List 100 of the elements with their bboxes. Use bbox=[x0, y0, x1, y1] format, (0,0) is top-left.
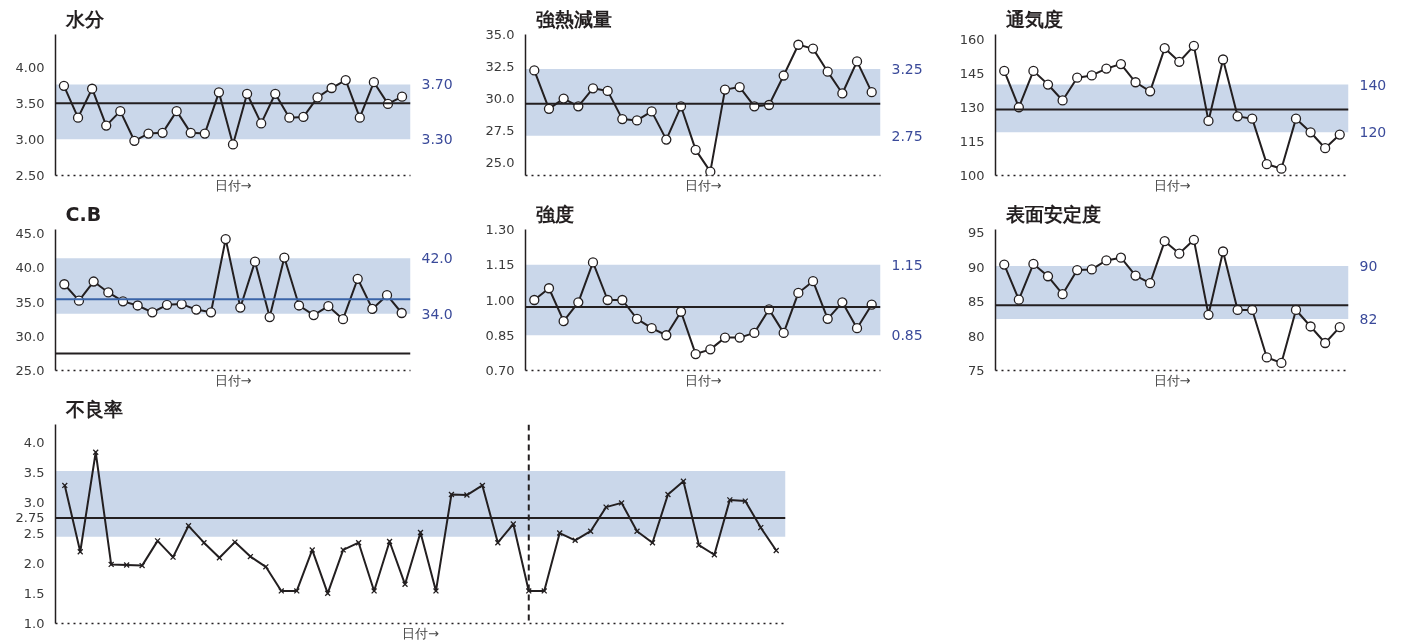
point bbox=[312, 92, 323, 103]
point bbox=[157, 127, 168, 138]
point bbox=[734, 81, 745, 93]
chart-title: 不良率 bbox=[64, 397, 123, 420]
point bbox=[1276, 163, 1287, 174]
point bbox=[572, 537, 579, 544]
y-tick-label: 40.0 bbox=[15, 260, 45, 276]
point bbox=[646, 323, 657, 334]
point bbox=[1247, 113, 1258, 124]
point bbox=[298, 111, 309, 123]
point bbox=[543, 103, 555, 114]
y-tick-label: 1.0 bbox=[23, 616, 45, 631]
point bbox=[851, 56, 863, 67]
point bbox=[587, 83, 599, 94]
text: 3.30 bbox=[421, 131, 453, 148]
point bbox=[147, 307, 158, 318]
point bbox=[309, 546, 316, 554]
point bbox=[199, 128, 210, 139]
point bbox=[279, 252, 290, 263]
point bbox=[541, 587, 548, 595]
chart-title: 強熱減量 bbox=[535, 7, 612, 30]
chart-title: C.B bbox=[65, 202, 102, 225]
point bbox=[101, 120, 112, 131]
text: 42.0 bbox=[421, 250, 453, 267]
point bbox=[200, 539, 208, 546]
point bbox=[284, 112, 295, 123]
point bbox=[749, 327, 760, 339]
point bbox=[1217, 54, 1229, 65]
point bbox=[1057, 95, 1068, 106]
point bbox=[185, 522, 192, 529]
point bbox=[587, 257, 599, 268]
point bbox=[705, 344, 716, 355]
point bbox=[368, 77, 380, 88]
y-tick-label: 30.0 bbox=[15, 328, 45, 344]
chart-title: 水分 bbox=[64, 7, 105, 30]
point bbox=[132, 300, 143, 311]
point bbox=[61, 482, 68, 489]
point bbox=[185, 127, 196, 138]
point bbox=[999, 65, 1010, 77]
y-tick-label: 25.0 bbox=[15, 363, 45, 378]
point bbox=[631, 313, 643, 324]
point bbox=[617, 294, 628, 306]
point bbox=[1174, 56, 1185, 67]
x-axis-title: 日付→ bbox=[214, 177, 252, 193]
y-tick-label: 4.00 bbox=[15, 59, 45, 75]
point bbox=[742, 497, 749, 505]
text: 90 bbox=[1359, 257, 1378, 274]
point bbox=[270, 88, 281, 99]
y-tick-label: 3.0 bbox=[23, 495, 45, 511]
point bbox=[602, 294, 613, 306]
y-tick-label: 30.0 bbox=[485, 91, 515, 107]
point bbox=[213, 87, 225, 98]
point bbox=[719, 84, 731, 95]
point bbox=[169, 554, 177, 561]
point bbox=[1028, 258, 1039, 270]
point bbox=[1101, 255, 1112, 266]
point bbox=[227, 139, 239, 150]
point bbox=[510, 520, 517, 528]
point bbox=[999, 259, 1010, 270]
y-tick-label: 95 bbox=[967, 225, 985, 241]
point bbox=[1276, 357, 1287, 369]
point bbox=[278, 587, 285, 595]
point bbox=[103, 287, 114, 298]
point bbox=[1144, 278, 1156, 289]
point bbox=[851, 323, 863, 334]
point bbox=[822, 313, 833, 324]
point bbox=[1130, 77, 1141, 88]
point bbox=[822, 66, 833, 77]
y-tick-label: 90 bbox=[967, 259, 985, 275]
point bbox=[778, 327, 789, 339]
y-tick-label: 45.0 bbox=[15, 226, 45, 242]
point bbox=[711, 551, 718, 558]
text: 140 bbox=[1359, 76, 1387, 93]
point bbox=[558, 93, 569, 104]
point bbox=[690, 348, 701, 360]
point bbox=[340, 546, 347, 554]
point bbox=[793, 287, 804, 299]
y-tick-label: 115 bbox=[959, 133, 985, 149]
y-tick-label: 160 bbox=[959, 31, 985, 47]
point bbox=[837, 88, 848, 99]
chart-title: 表面安定度 bbox=[1004, 202, 1101, 225]
point bbox=[661, 330, 672, 341]
point bbox=[807, 43, 819, 54]
point bbox=[773, 547, 780, 554]
point bbox=[1130, 270, 1141, 281]
point bbox=[1174, 248, 1185, 259]
point bbox=[757, 524, 764, 531]
point bbox=[1320, 143, 1331, 154]
point bbox=[778, 70, 789, 81]
point bbox=[115, 106, 126, 117]
text: 0.85 bbox=[891, 327, 923, 344]
point bbox=[396, 91, 408, 102]
y-tick-label: 1.15 bbox=[485, 257, 515, 273]
x-axis-title: 日付→ bbox=[214, 372, 252, 388]
y-tick-label: 1.5 bbox=[23, 585, 45, 601]
point bbox=[646, 106, 657, 117]
point bbox=[264, 311, 275, 323]
point bbox=[58, 80, 70, 91]
point bbox=[143, 128, 154, 139]
point bbox=[308, 309, 319, 321]
